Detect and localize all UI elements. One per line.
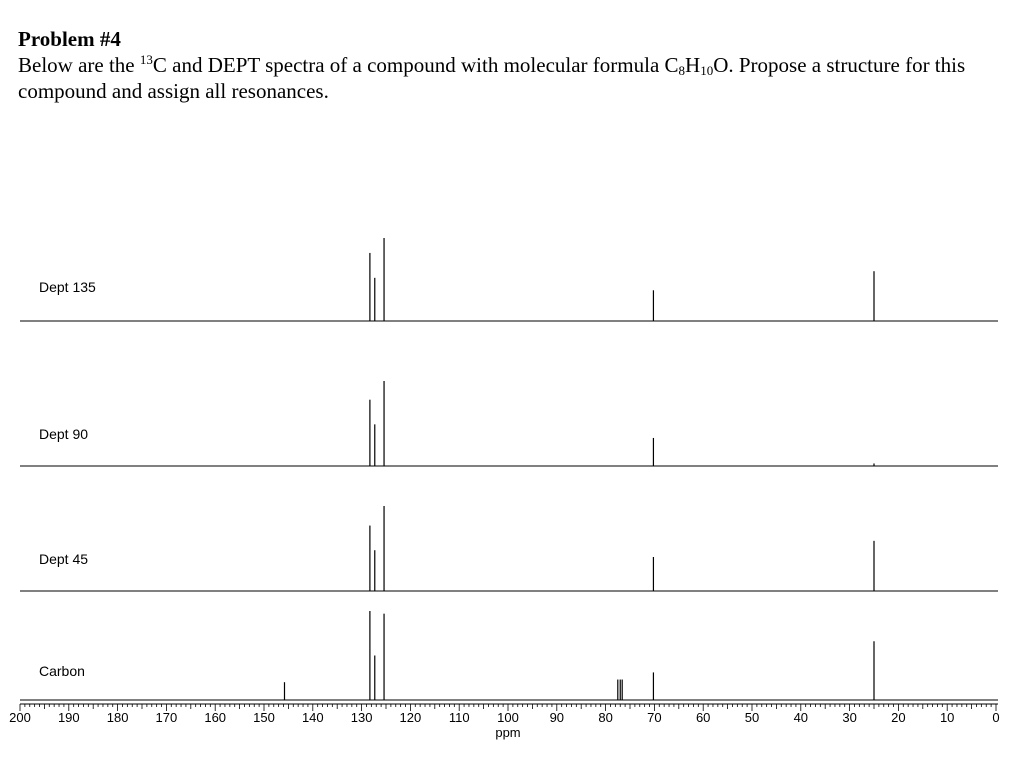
x-tick-label: 10 xyxy=(940,710,954,725)
x-tick-label: 200 xyxy=(9,710,31,725)
x-tick-label: 100 xyxy=(497,710,519,725)
x-tick-label: 120 xyxy=(400,710,422,725)
hydrogen-count-subscript: 10 xyxy=(700,63,714,78)
x-tick-label: 30 xyxy=(842,710,856,725)
x-tick-label: 80 xyxy=(598,710,612,725)
x-tick-label: 110 xyxy=(449,710,470,725)
isotope-superscript: 13 xyxy=(139,52,153,67)
carbon-count-subscript: 8 xyxy=(678,63,686,78)
x-tick-label: 20 xyxy=(891,710,905,725)
spectrum-label: Dept 90 xyxy=(39,426,88,442)
problem-text: Below are the 13C and DEPT spectra of a … xyxy=(18,52,1008,104)
x-tick-label: 70 xyxy=(647,710,661,725)
problem-text-part: C and DEPT spectra of a compound with mo… xyxy=(152,53,679,77)
x-axis-label: ppm xyxy=(495,725,520,740)
x-tick-label: 0 xyxy=(992,710,999,725)
x-tick-label: 180 xyxy=(107,710,129,725)
x-tick-label: 190 xyxy=(58,710,80,725)
problem-text-part: H xyxy=(685,53,701,77)
spectrum-label: Dept 45 xyxy=(39,551,88,567)
spectrum-label: Carbon xyxy=(39,663,85,679)
x-tick-label: 140 xyxy=(302,710,324,725)
x-tick-label: 130 xyxy=(351,710,373,725)
x-tick-label: 150 xyxy=(253,710,275,725)
spectrum-label: Dept 135 xyxy=(39,279,96,295)
problem-title: Problem #4 xyxy=(18,27,121,51)
x-tick-label: 160 xyxy=(204,710,226,725)
problem-text-part: Below are the xyxy=(18,53,140,77)
x-tick-label: 90 xyxy=(550,710,564,725)
x-tick-label: 170 xyxy=(156,710,178,725)
problem-statement: Problem #4 Below are the 13C and DEPT sp… xyxy=(18,26,1008,104)
x-tick-label: 60 xyxy=(696,710,710,725)
x-tick-label: 50 xyxy=(745,710,759,725)
x-tick-label: 40 xyxy=(794,710,808,725)
problem-text-part: O. Propose a structure for this compound… xyxy=(18,53,966,103)
